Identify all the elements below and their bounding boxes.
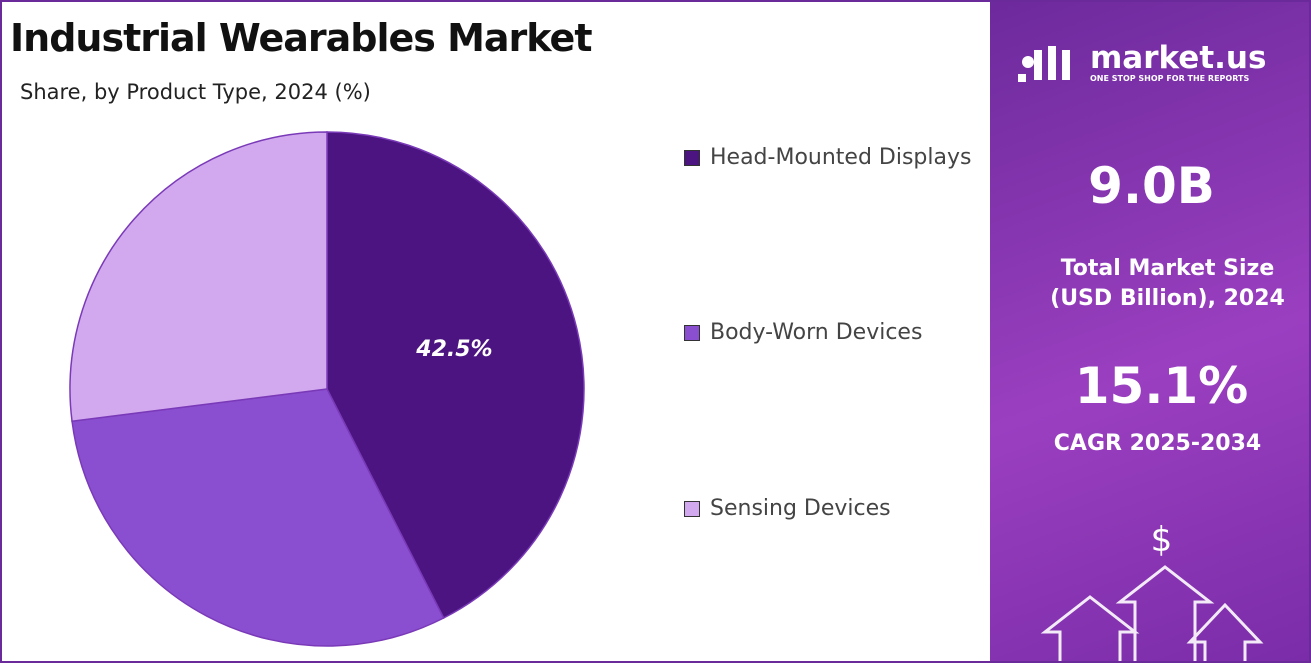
sidebar: market.us ONE STOP SHOP FOR THE REPORTS … xyxy=(990,2,1309,661)
legend-swatch xyxy=(684,501,700,517)
cagr-label: CAGR 2025-2034 xyxy=(1053,431,1262,456)
legend-item: Head-Mounted Displays xyxy=(684,140,1000,176)
cagr: 15.1% xyxy=(1074,357,1249,415)
legend-swatch xyxy=(684,325,700,341)
sidebar-art xyxy=(1018,46,1264,661)
market-size-label: Total Market Size (USD Billion), 2024 xyxy=(1050,256,1285,311)
market-size: 9.0B xyxy=(1088,157,1215,215)
pie-chart: 42.5% xyxy=(69,131,585,647)
brand: market.us xyxy=(1090,40,1267,76)
chart-title: Industrial Wearables Market xyxy=(10,16,592,60)
legend-label: Body-Worn Devices xyxy=(710,320,923,345)
legend-label: Head-Mounted Displays xyxy=(710,145,972,170)
pie-slice xyxy=(71,388,445,647)
dollar-icon: $ xyxy=(1150,520,1173,560)
chart-subtitle: Share, by Product Type, 2024 (%) xyxy=(20,80,371,104)
pie-slice xyxy=(326,131,585,619)
legend-item: Sensing Devices xyxy=(684,491,1000,527)
pie-slice xyxy=(69,131,328,423)
legend-swatch xyxy=(684,150,700,166)
legend-item: Body-Worn Devices xyxy=(684,315,1000,351)
data-label: 42.5% xyxy=(415,337,492,362)
tagline: ONE STOP SHOP FOR THE REPORTS xyxy=(1090,74,1250,83)
legend-label: Sensing Devices xyxy=(710,496,891,521)
